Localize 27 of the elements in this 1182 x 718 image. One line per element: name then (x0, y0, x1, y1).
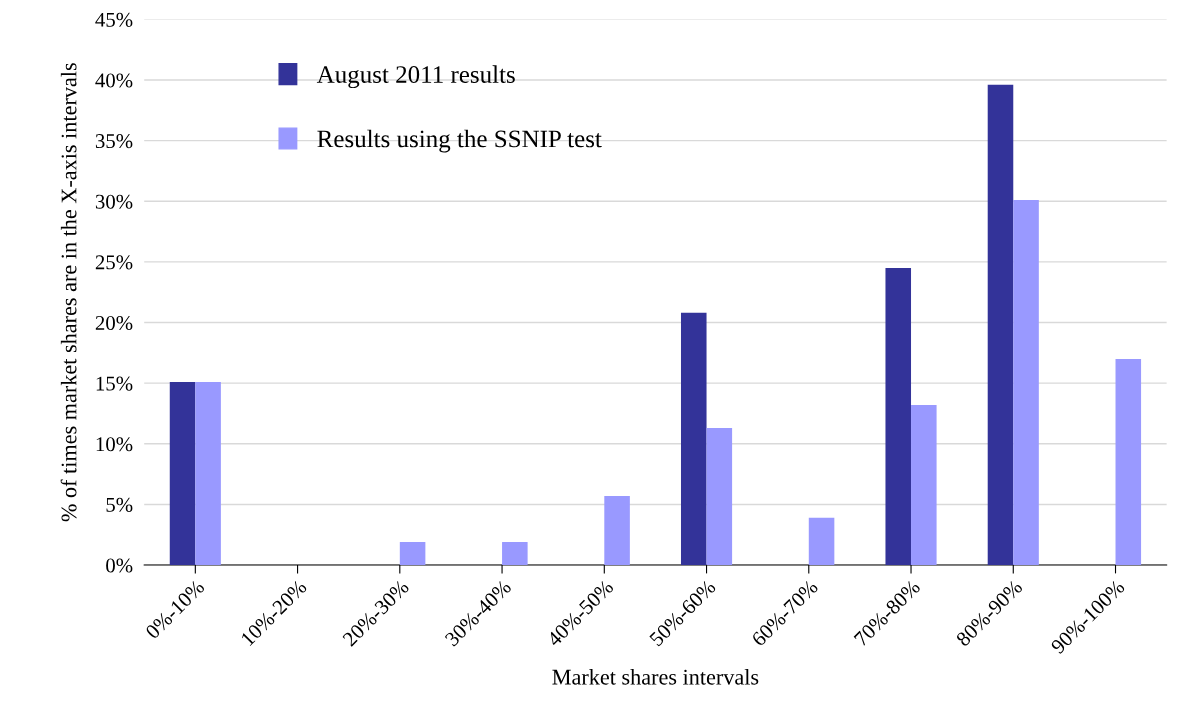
y-tick-label: 40% (95, 73, 133, 88)
bar (399, 542, 426, 566)
legend-label: Results using the SSNIP test (317, 129, 602, 153)
y-tick-label: 25% (95, 255, 133, 270)
y-tick-label: 10% (96, 437, 133, 452)
bar (502, 542, 528, 566)
y-tick-label: 35% (95, 134, 133, 149)
y-tick-label: 20% (95, 315, 133, 331)
bar (808, 517, 835, 566)
bar (911, 405, 937, 566)
bar (1013, 200, 1039, 566)
bar (987, 84, 1014, 566)
y-tick-label: 45% (95, 12, 133, 27)
y-tick-label: 30% (95, 194, 133, 209)
y-tick-label: 5% (106, 497, 133, 512)
y-tick-label: 15% (96, 376, 133, 391)
bar (169, 381, 196, 566)
x-axis-title: Market shares intervals (552, 669, 759, 685)
y-axis-title: % of times market shares are in the X-axis intervals (60, 63, 77, 522)
bar (680, 312, 707, 566)
bar (1115, 358, 1142, 566)
bar (195, 381, 221, 566)
y-tick-label: 0% (106, 558, 133, 573)
bar (706, 428, 733, 566)
legend-label: August 2011 results (316, 65, 515, 89)
bar (604, 495, 630, 566)
bar (885, 267, 912, 566)
